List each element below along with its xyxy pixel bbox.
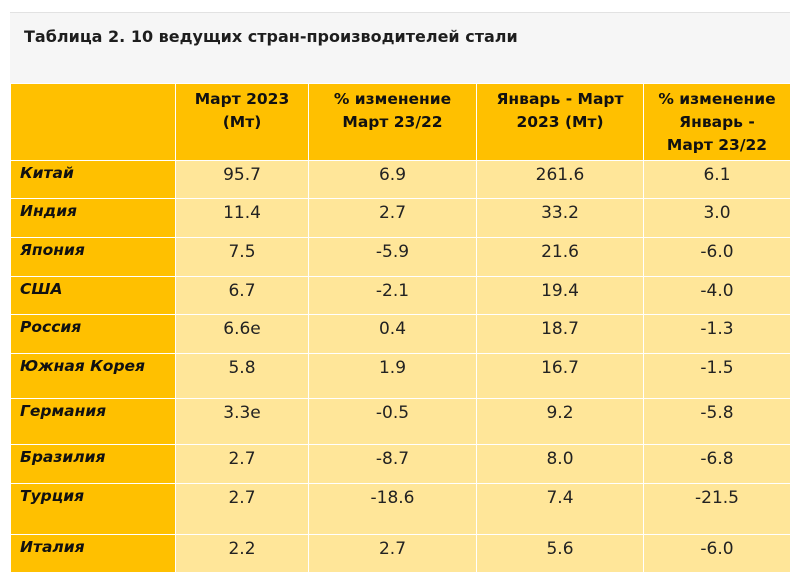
country-cell: Италия (10, 534, 176, 573)
value-cell: 1.9 (308, 353, 477, 399)
table-row: Индия 11.4 2.7 33.2 3.0 (10, 198, 791, 238)
value-cell: 33.2 (476, 198, 644, 238)
table-row: Россия 6.6e 0.4 18.7 -1.3 (10, 314, 791, 354)
country-cell: США (10, 276, 176, 315)
steel-producers-table: Март 2023 (Мт) % изменение Март 23/22 Ян… (10, 83, 791, 573)
value-cell: 11.4 (175, 198, 309, 238)
value-cell: -18.6 (308, 483, 477, 535)
table-row: Япония 7.5 -5.9 21.6 -6.0 (10, 237, 791, 277)
country-cell: Германия (10, 398, 176, 445)
table-row: Италия 2.2 2.7 5.6 -6.0 (10, 534, 791, 573)
header-change-march: % изменение Март 23/22 (308, 83, 477, 161)
header-line: % изменение (333, 90, 452, 108)
value-cell: 5.6 (476, 534, 644, 573)
header-line: 2023 (Мт) (516, 113, 604, 131)
value-cell: 7.4 (476, 483, 644, 535)
value-cell: 2.7 (308, 198, 477, 238)
table-row: Южная Корея 5.8 1.9 16.7 -1.5 (10, 353, 791, 399)
value-cell: 16.7 (476, 353, 644, 399)
value-cell: 2.7 (308, 534, 477, 573)
value-cell: 2.7 (175, 483, 309, 535)
value-cell: 7.5 (175, 237, 309, 277)
header-row: Март 2023 (Мт) % изменение Март 23/22 Ян… (10, 83, 791, 161)
country-cell: Индия (10, 198, 176, 238)
table-caption: Таблица 2. 10 ведущих стран-производител… (10, 13, 790, 83)
header-line: Март 23/22 (342, 113, 443, 131)
value-cell: 5.8 (175, 353, 309, 399)
value-cell: 6.1 (643, 160, 791, 199)
value-cell: 95.7 (175, 160, 309, 199)
value-cell: 19.4 (476, 276, 644, 315)
header-line: Март 23/22 (666, 136, 768, 154)
country-cell: Бразилия (10, 444, 176, 484)
table-row: Германия 3.3e -0.5 9.2 -5.8 (10, 398, 791, 445)
value-cell: -2.1 (308, 276, 477, 315)
header-line: (Мт) (222, 113, 262, 131)
table-row: США 6.7 -2.1 19.4 -4.0 (10, 276, 791, 315)
value-cell: 3.3e (175, 398, 309, 445)
value-cell: 6.6e (175, 314, 309, 354)
value-cell: -6.0 (643, 534, 791, 573)
header-change-jan-mar: % изменение Январь - Март 23/22 (643, 83, 791, 161)
header-line: Январь - Март (496, 90, 624, 108)
header-line: Март 2023 (194, 90, 290, 108)
value-cell: 18.7 (476, 314, 644, 354)
header-line: % изменение (658, 90, 776, 108)
value-cell: -5.9 (308, 237, 477, 277)
value-cell: -5.8 (643, 398, 791, 445)
value-cell: -1.3 (643, 314, 791, 354)
value-cell: -0.5 (308, 398, 477, 445)
value-cell: 2.2 (175, 534, 309, 573)
value-cell: -6.8 (643, 444, 791, 484)
header-line: Январь - (679, 113, 755, 131)
value-cell: -8.7 (308, 444, 477, 484)
table-row: Китай 95.7 6.9 261.6 6.1 (10, 160, 791, 199)
value-cell: -6.0 (643, 237, 791, 277)
value-cell: 3.0 (643, 198, 791, 238)
country-cell: Южная Корея (10, 353, 176, 399)
header-march-2023: Март 2023 (Мт) (175, 83, 309, 161)
header-country (10, 83, 176, 161)
value-cell: 9.2 (476, 398, 644, 445)
table-row: Турция 2.7 -18.6 7.4 -21.5 (10, 483, 791, 535)
value-cell: 6.7 (175, 276, 309, 315)
value-cell: 0.4 (308, 314, 477, 354)
value-cell: 8.0 (476, 444, 644, 484)
value-cell: 21.6 (476, 237, 644, 277)
value-cell: 6.9 (308, 160, 477, 199)
country-cell: Китай (10, 160, 176, 199)
value-cell: -21.5 (643, 483, 791, 535)
country-cell: Россия (10, 314, 176, 354)
table-frame: Таблица 2. 10 ведущих стран-производител… (10, 12, 791, 573)
value-cell: -4.0 (643, 276, 791, 315)
header-jan-mar-2023: Январь - Март 2023 (Мт) (476, 83, 644, 161)
value-cell: 2.7 (175, 444, 309, 484)
country-cell: Турция (10, 483, 176, 535)
value-cell: 261.6 (476, 160, 644, 199)
table-row: Бразилия 2.7 -8.7 8.0 -6.8 (10, 444, 791, 484)
value-cell: -1.5 (643, 353, 791, 399)
country-cell: Япония (10, 237, 176, 277)
